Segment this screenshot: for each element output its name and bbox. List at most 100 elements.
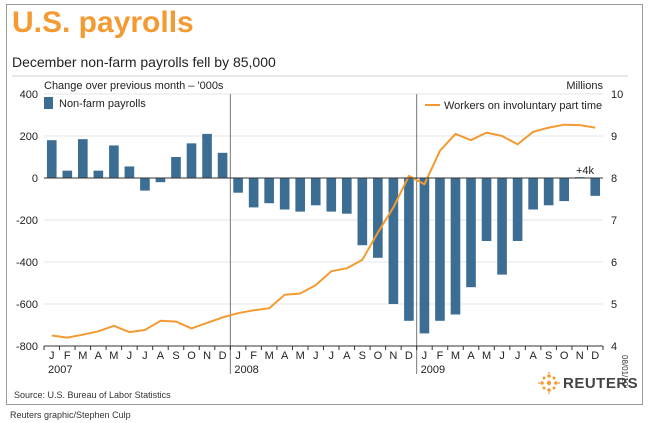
payroll-bar [481,178,492,241]
legend-bar-label: Non-farm payrolls [59,98,146,110]
chart-subtitle: December non-farm payrolls fell by 85,00… [12,54,276,70]
month-label: A [343,350,351,362]
left-axis-label: Change over previous month – '000s [44,80,224,92]
payroll-bar [140,178,150,191]
payroll-bar [295,178,306,212]
part-time-line [51,123,596,339]
legend-bar-swatch [44,97,53,109]
payroll-bar [512,178,523,241]
month-label: O [374,350,383,362]
right-tick-label: 5 [611,299,617,311]
payroll-bar [155,178,166,183]
payroll-bar [373,178,383,258]
month-label: D [405,350,413,362]
right-tick-label: 4 [611,341,617,353]
month-label: M [78,350,87,362]
payroll-bar [497,178,507,275]
reuters-logo: REUTERS [538,372,638,394]
month-label: J [49,350,55,362]
month-label: A [157,350,165,362]
payroll-bar [46,140,57,178]
left-tick-label: 400 [20,89,38,101]
payroll-bar [590,178,601,196]
reuters-dots-icon [538,372,560,394]
right-tick-label: 9 [611,131,617,143]
month-label: J [235,350,241,362]
month-label: M [265,350,274,362]
month-label: M [296,350,305,362]
reuters-logo-text: REUTERS [563,374,639,392]
payroll-bar [419,178,430,334]
month-label: A [467,350,475,362]
month-label: J [515,350,521,362]
payroll-bar [528,178,538,210]
month-label: J [329,350,335,362]
month-label: S [172,350,179,362]
payroll-bar [341,178,352,214]
legend: Non-farm payrolls Workers on involuntary… [44,97,602,112]
payroll-bar [109,145,119,178]
month-label: N [389,350,397,362]
month-label: F [64,350,71,362]
payroll-bar [466,178,476,288]
right-tick-label: 6 [611,257,617,269]
month-label: M [109,350,118,362]
month-label: F [250,350,257,362]
left-tick-label: 200 [20,131,38,143]
month-label: A [529,350,537,362]
payroll-bar [543,178,554,206]
credit-note: Reuters graphic/Stephen Culp [10,410,131,420]
payroll-bar [450,178,461,315]
payroll-bar [202,133,212,178]
payroll-bar [388,178,399,304]
payroll-bar [93,170,104,178]
month-label: S [359,350,366,362]
legend-line-label: Workers on involuntary part time [444,100,602,112]
bars-layer [46,133,601,334]
month-label: J [142,350,148,362]
left-tick-label: -200 [16,215,38,227]
chart-title: U.S. payrolls [12,6,194,39]
left-tick-label: -800 [16,341,38,353]
right-axis-label: Millions [566,80,603,92]
payroll-bar [310,178,321,206]
month-label: N [203,350,211,362]
month-label: A [281,350,289,362]
datestamp: 08/01/10 [620,355,629,387]
month-label: O [187,350,196,362]
payroll-bar [559,178,569,202]
right-tick-label: 7 [611,215,617,227]
right-tick-label: 10 [611,89,623,101]
month-label: J [127,350,133,362]
month-label: M [482,350,491,362]
payroll-bar [171,157,181,178]
payroll-bar [357,178,368,246]
payroll-bar [186,143,197,178]
month-label: S [545,350,552,362]
year-label: 2009 [421,364,445,376]
month-label: N [576,350,584,362]
right-tick-label: 8 [611,173,617,185]
left-tick-label: -600 [16,299,38,311]
month-label: D [591,350,599,362]
payroll-bar [264,178,274,204]
year-label: 2007 [48,364,72,376]
annotation-label: +4k [576,165,595,177]
month-label: J [313,350,319,362]
payroll-bar [404,178,414,321]
payroll-bar [217,152,228,178]
month-label: J [499,350,505,362]
month-label: F [437,350,444,362]
month-label: J [422,350,428,362]
source-note: Source: U.S. Bureau of Labor Statistics [14,390,171,400]
payroll-bar [248,178,259,208]
month-label: O [560,350,569,362]
payroll-bar [435,178,445,321]
payroll-bar [279,178,290,210]
month-label: D [219,350,227,362]
left-tick-label: -400 [16,257,38,269]
payroll-bar [62,170,73,178]
year-label: 2008 [234,364,258,376]
